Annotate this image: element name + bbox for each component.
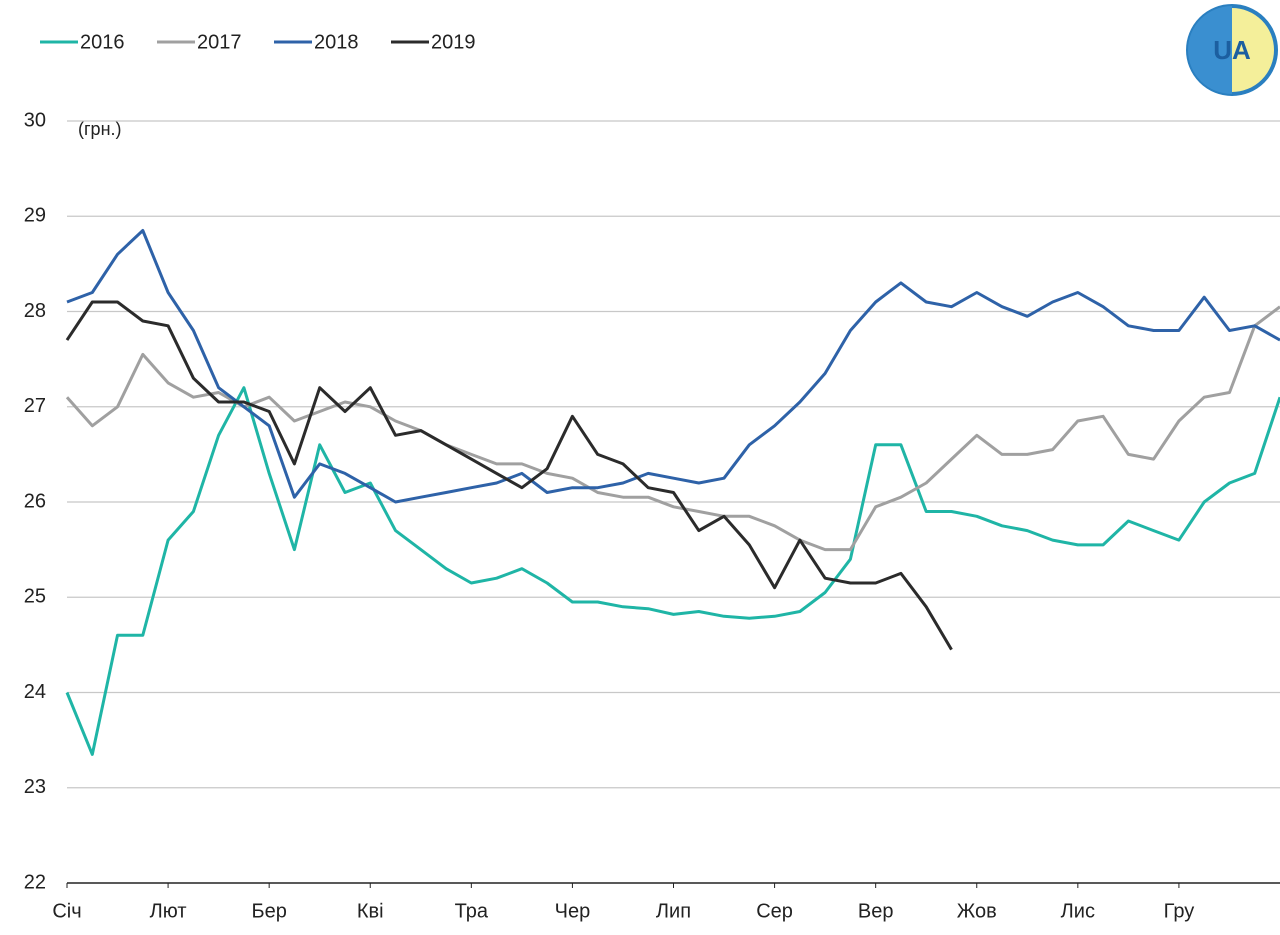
x-tick-label: Січ	[52, 900, 81, 922]
y-tick-label: 22	[24, 871, 46, 893]
series-line	[65, 300, 953, 651]
x-tick-label: Кві	[357, 900, 384, 922]
series-line	[66, 229, 1280, 504]
x-tick-label: Лис	[1061, 900, 1095, 922]
y-tick-label: 24	[24, 681, 46, 703]
x-tick-label: Вер	[858, 900, 894, 922]
legend-label: 2019	[431, 31, 476, 53]
x-tick-label: Сер	[756, 900, 793, 922]
series-line	[65, 305, 1280, 552]
x-tick-label: Тра	[455, 900, 489, 922]
legend-label: 2017	[197, 31, 242, 53]
y-tick-label: 29	[24, 205, 46, 227]
y-tick-label: 25	[24, 586, 46, 608]
y-tick-label: 23	[24, 776, 46, 798]
x-tick-label: Чер	[555, 900, 591, 922]
y-tick-label: 28	[24, 300, 46, 322]
x-tick-label: Гру	[1164, 900, 1195, 922]
logo: UA	[1186, 4, 1278, 96]
x-tick-label: Лют	[150, 900, 187, 922]
x-tick-label: Бер	[251, 900, 286, 922]
series-line	[65, 386, 1280, 756]
x-tick-label: Лип	[656, 900, 691, 922]
y-axis-label: (грн.)	[78, 119, 122, 139]
legend-label: 2018	[314, 31, 359, 53]
x-tick-label: Жов	[957, 900, 997, 922]
y-tick-label: 27	[24, 395, 46, 417]
logo-text: UA	[1213, 35, 1251, 65]
logo-half	[1188, 6, 1232, 94]
legend-label: 2016	[80, 31, 125, 53]
y-tick-label: 30	[24, 109, 46, 131]
y-tick-label: 26	[24, 490, 46, 512]
